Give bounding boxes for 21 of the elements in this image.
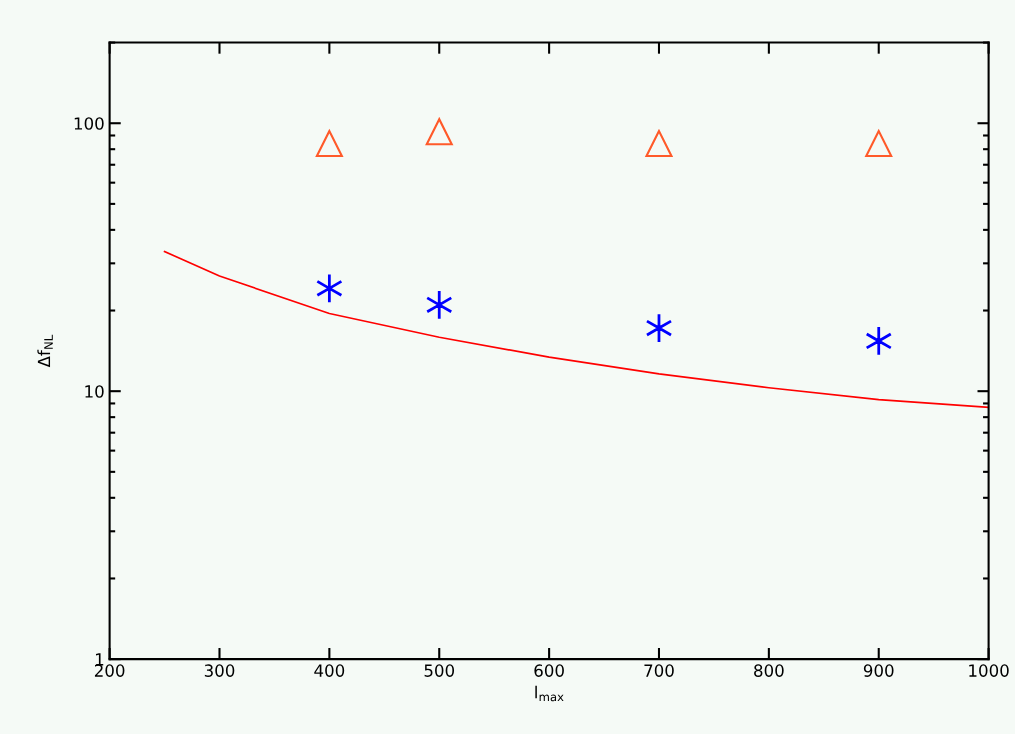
point	[425, 118, 453, 146]
y-tick-label: 10	[85, 385, 104, 398]
point	[315, 129, 343, 158]
x-tick-label: 600	[534, 664, 564, 677]
x-tick-label: 200	[94, 664, 125, 677]
y-axis-title: Δf$_{NL}$	[37, 334, 53, 368]
x-tick-label: 400	[314, 664, 345, 677]
x-tick-label: 500	[424, 664, 455, 677]
point	[315, 273, 343, 304]
x-tick-label: 900	[863, 664, 894, 677]
x-tick-label: 1000	[969, 664, 1009, 677]
x-tick-label: 800	[754, 664, 784, 677]
y-tick-label: 100	[74, 117, 104, 130]
line-series	[163, 250, 989, 409]
point	[865, 325, 893, 357]
point	[425, 289, 453, 321]
point	[865, 129, 893, 158]
point	[645, 129, 673, 158]
x-tick-label: 300	[204, 664, 235, 677]
x-tick-label: 700	[644, 664, 674, 677]
x-axis-title: l$_{max}$	[535, 685, 564, 702]
